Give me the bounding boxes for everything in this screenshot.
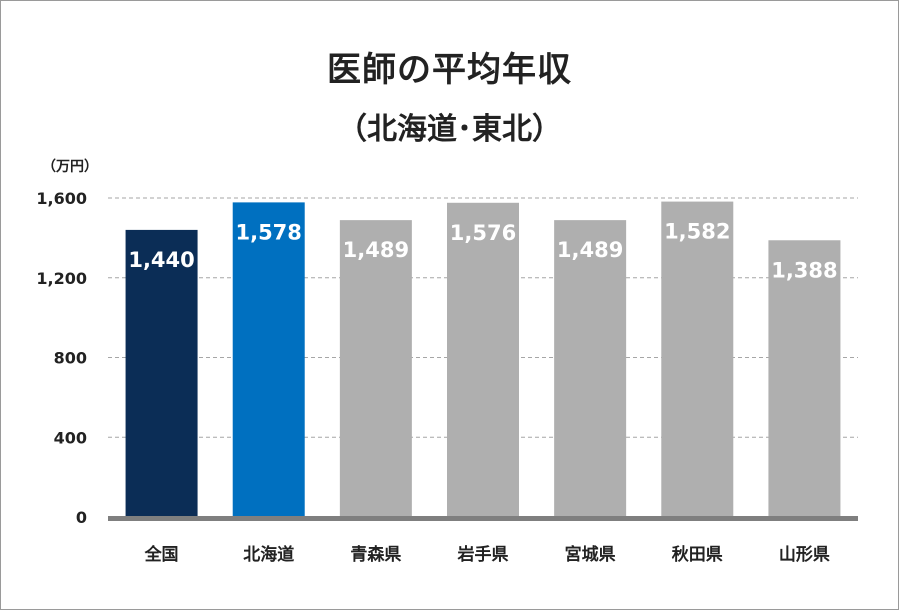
x-tick-label: 秋田県 — [672, 544, 723, 565]
value-label: 1,582 — [664, 220, 730, 244]
x-tick-label: 岩手県 — [457, 544, 509, 565]
y-axis-unit-label: （万円） — [42, 159, 98, 175]
value-label: 1,578 — [235, 220, 301, 244]
chart-title: 医師の平均年収 — [327, 50, 572, 90]
y-tick-label: 400 — [54, 428, 87, 447]
bar-4 — [447, 202, 519, 517]
x-tick-label: 北海道 — [243, 544, 294, 565]
y-tick-label: 1,600 — [36, 189, 87, 208]
bar-7 — [768, 240, 841, 517]
value-labels: 1,440 1,578 1,489 1,576 1,489 1,582 1,388 — [128, 220, 837, 283]
x-tick-label: 山形県 — [779, 544, 830, 565]
chart-subtitle: （北海道･東北） — [337, 112, 562, 147]
value-label: 1,576 — [450, 221, 516, 245]
value-label: 1,489 — [557, 238, 623, 262]
x-tick-label: 宮城県 — [565, 544, 616, 565]
bar-5 — [554, 220, 627, 518]
x-tick-label: 青森県 — [350, 544, 401, 565]
bar-2 — [232, 202, 305, 518]
bars — [125, 201, 841, 518]
x-axis-labels: 全国 北海道 青森県 岩手県 宮城県 秋田県 山形県 — [144, 544, 830, 565]
bar-6 — [661, 201, 734, 517]
y-axis-ticks: 0 400 800 1,200 1,600 — [36, 189, 87, 527]
value-label: 1,440 — [128, 248, 194, 272]
bar-3 — [339, 220, 412, 518]
y-tick-label: 800 — [54, 349, 87, 368]
y-tick-label: 0 — [76, 508, 87, 527]
x-axis-line — [108, 516, 858, 521]
x-axis — [108, 516, 858, 521]
x-tick-label: 全国 — [144, 544, 179, 565]
bar-1 — [125, 229, 198, 517]
value-label: 1,489 — [343, 238, 409, 262]
y-tick-label: 1,200 — [36, 269, 87, 288]
value-label: 1,388 — [771, 258, 837, 282]
